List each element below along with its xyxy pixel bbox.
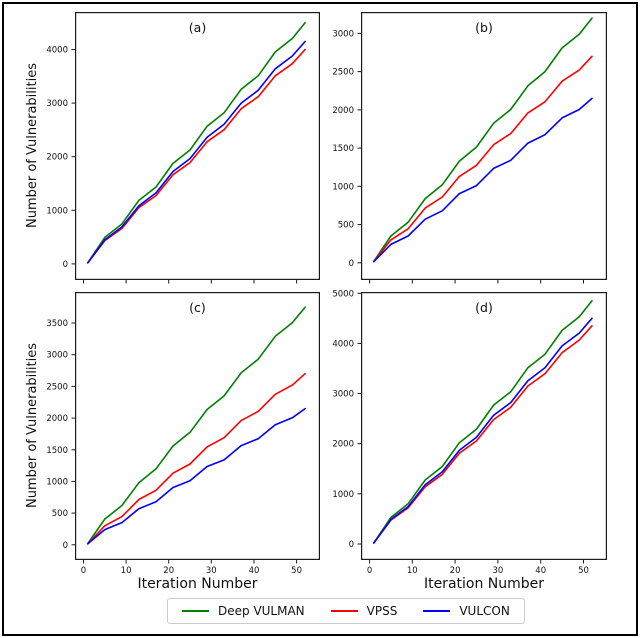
- y-tick-label: 1000: [46, 477, 68, 487]
- series-line-deep-vulman: [87, 21, 306, 264]
- plot-area-a: 0 1000 2000 3000 4000: [46, 12, 321, 284]
- x-tick-label: 50: [291, 566, 302, 576]
- legend: Deep VULMAN VPSS VULCON: [167, 598, 525, 624]
- y-tick-label: 4000: [46, 46, 68, 56]
- axes-frame: [361, 12, 608, 280]
- y-tick-label: 3000: [46, 99, 68, 109]
- x-tick-label: 40: [249, 566, 260, 576]
- series-line-vpss: [373, 324, 593, 544]
- subplot-c-title: (c): [189, 300, 206, 315]
- subplot-b: 0 500 1000 1500 2000 2500 3000 (b): [332, 12, 608, 284]
- x-tick-label: 20: [450, 566, 461, 576]
- x-tick-label: 0: [367, 566, 372, 576]
- y-tick-label: 2000: [332, 440, 354, 450]
- legend-line-swatch-red: [330, 610, 358, 612]
- y-tick-label: 1000: [332, 182, 354, 192]
- y-tick-label: 2500: [46, 382, 68, 392]
- axes-frame: [75, 12, 321, 280]
- legend-line-swatch-blue: [423, 610, 451, 612]
- series-line-vulcon: [373, 97, 593, 263]
- x-tick-label: 40: [535, 566, 546, 576]
- y-tick-label: 2500: [332, 68, 354, 78]
- y-tick-label: 2000: [46, 153, 68, 163]
- y-tick-label: 1000: [46, 206, 68, 216]
- series-line-deep-vulman: [87, 306, 306, 545]
- plot-area-b: 0 500 1000 1500 2000 2500 3000: [332, 12, 608, 284]
- plot-area-d: 0 10 20 30 40 50 0 1000 2000 3000 4000 5000: [332, 289, 608, 576]
- legend-label: VULCON: [459, 604, 510, 618]
- y-tick-label: 500: [52, 509, 68, 519]
- subplot-d-title: (d): [475, 300, 493, 315]
- y-tick-label: 3000: [332, 390, 354, 400]
- x-tick-label: 0: [81, 566, 86, 576]
- x-tick-label: 50: [578, 566, 589, 576]
- y-tick-label: 2000: [332, 106, 354, 116]
- series-line-vulcon: [87, 40, 306, 264]
- y-tick-label: 0: [63, 260, 68, 270]
- subplot-b-title: (b): [475, 20, 493, 35]
- x-tick-label: 30: [206, 566, 217, 576]
- series-line-vpss: [373, 55, 593, 263]
- legend-label: Deep VULMAN: [218, 604, 305, 618]
- legend-item-deep-vulman: Deep VULMAN: [182, 604, 305, 618]
- legend-item-vpss: VPSS: [330, 604, 398, 618]
- y-tick-label: 1500: [46, 446, 68, 456]
- axes-frame: [75, 292, 321, 560]
- x-axis-label-left: Iteration Number: [137, 576, 258, 592]
- y-tick-label: 3000: [46, 351, 68, 361]
- y-tick-label: 3000: [332, 29, 354, 39]
- x-tick-label: 20: [163, 566, 174, 576]
- y-tick-label: 2000: [46, 414, 68, 424]
- legend-line-swatch-green: [182, 610, 209, 612]
- y-tick-label: 1000: [332, 490, 354, 500]
- subplot-c: 0 10 20 30 40 50 0 500 1000 1500 2000 2500 3000 3500 …: [46, 292, 321, 576]
- series-line-vpss: [87, 48, 306, 264]
- subplot-a: 0 1000 2000 3000 4000 (a): [46, 12, 321, 284]
- y-tick-label: 1500: [332, 144, 354, 154]
- y-tick-label: 4000: [332, 339, 354, 349]
- series-line-vulcon: [373, 317, 593, 544]
- y-tick-label: 3500: [46, 319, 68, 329]
- series-line-deep-vulman: [373, 300, 593, 544]
- y-tick-label: 500: [338, 221, 354, 231]
- series-line-vulcon: [87, 407, 306, 545]
- y-tick-label: 0: [349, 540, 354, 550]
- y-axis-label-bottom-row: Number of Vulnerabilities: [25, 343, 40, 509]
- subplot-d: 0 10 20 30 40 50 0 1000 2000 3000 4000 5000 (d): [332, 289, 608, 576]
- y-axis-label-top-row: Number of Vulnerabilities: [25, 63, 40, 229]
- x-tick-label: 10: [407, 566, 418, 576]
- axes-frame: [361, 292, 608, 560]
- series-line-deep-vulman: [373, 17, 593, 263]
- legend-label: VPSS: [366, 604, 398, 618]
- y-tick-label: 0: [63, 541, 68, 551]
- x-axis-label-right: Iteration Number: [423, 576, 545, 592]
- y-tick-label: 5000: [332, 289, 354, 299]
- legend-item-vulcon: VULCON: [423, 604, 510, 618]
- x-tick-label: 30: [492, 566, 503, 576]
- y-tick-label: 0: [349, 259, 354, 269]
- subplot-a-title: (a): [188, 20, 207, 35]
- series-line-vpss: [87, 372, 306, 545]
- x-tick-label: 10: [121, 566, 132, 576]
